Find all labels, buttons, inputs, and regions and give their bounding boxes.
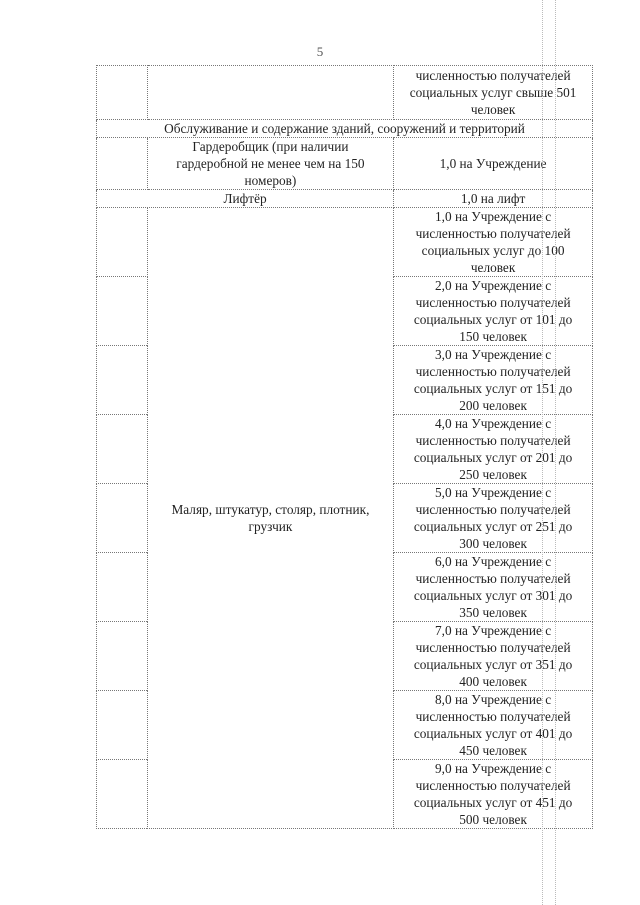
staff-norms-table: численностью получателей социальных услу… — [95, 65, 593, 829]
position-cell: Лифтёр — [95, 189, 395, 208]
table-row: 4,0 на Учреждение с численностью получат… — [96, 414, 593, 484]
norm-cell: 4,0 на Учреждение с численностью получат… — [393, 414, 593, 484]
table-row: численностью получателей социальных услу… — [96, 65, 593, 120]
number-cell — [96, 137, 148, 190]
table-row: Маляр, штукатур, столяр, плотник, грузчи… — [96, 207, 593, 829]
section-title: Обслуживание и содержание зданий, сооруж… — [96, 119, 593, 138]
number-cell — [96, 552, 148, 622]
norm-cell: 1,0 на Учреждение с численностью получат… — [393, 207, 593, 277]
position-cell — [146, 65, 395, 120]
number-cell — [96, 207, 148, 277]
number-cell — [96, 690, 148, 760]
norm-cell: 6,0 на Учреждение с численностью получат… — [393, 552, 593, 622]
table-row: 6,0 на Учреждение с численностью получат… — [96, 552, 593, 622]
norm-cell: 7,0 на Учреждение с численностью получат… — [393, 621, 593, 691]
table-row: 3,0 на Учреждение с численностью получат… — [96, 345, 593, 415]
number-cell — [96, 483, 148, 553]
norm-cell: 2,0 на Учреждение с численностью получат… — [393, 276, 593, 346]
norm-cell: численностью получателей социальных услу… — [393, 65, 593, 120]
table-row: Гардеробщик (при наличии гардеробной не … — [96, 137, 593, 190]
number-cell — [96, 65, 148, 120]
section-row: Обслуживание и содержание зданий, сооруж… — [96, 119, 593, 138]
table-row: Лифтёр 1,0 на лифт — [95, 189, 593, 208]
number-cell — [96, 414, 148, 484]
norm-cell: 1,0 на лифт — [393, 189, 593, 208]
position-cell: Гардеробщик (при наличии гардеробной не … — [146, 137, 395, 190]
number-cell — [96, 345, 148, 415]
table-row: 7,0 на Учреждение с численностью получат… — [96, 621, 593, 691]
norm-cell: 3,0 на Учреждение с численностью получат… — [393, 345, 593, 415]
norm-cell: 8,0 на Учреждение с численностью получат… — [393, 690, 593, 760]
number-cell — [96, 276, 148, 346]
table-row: 9,0 на Учреждение с численностью получат… — [96, 759, 593, 829]
number-cell — [96, 621, 148, 691]
norm-cell: 9,0 на Учреждение с численностью получат… — [393, 759, 593, 829]
number-cell — [96, 759, 148, 829]
norm-cell: 1,0 на Учреждение — [393, 137, 593, 190]
table-row: 8,0 на Учреждение с численностью получат… — [96, 690, 593, 760]
position-cell: Маляр, штукатур, столяр, плотник, грузчи… — [146, 207, 395, 829]
table-row: 5,0 на Учреждение с численностью получат… — [96, 483, 593, 553]
norm-cell: 5,0 на Учреждение с численностью получат… — [393, 483, 593, 553]
page-number: 5 — [316, 44, 324, 59]
